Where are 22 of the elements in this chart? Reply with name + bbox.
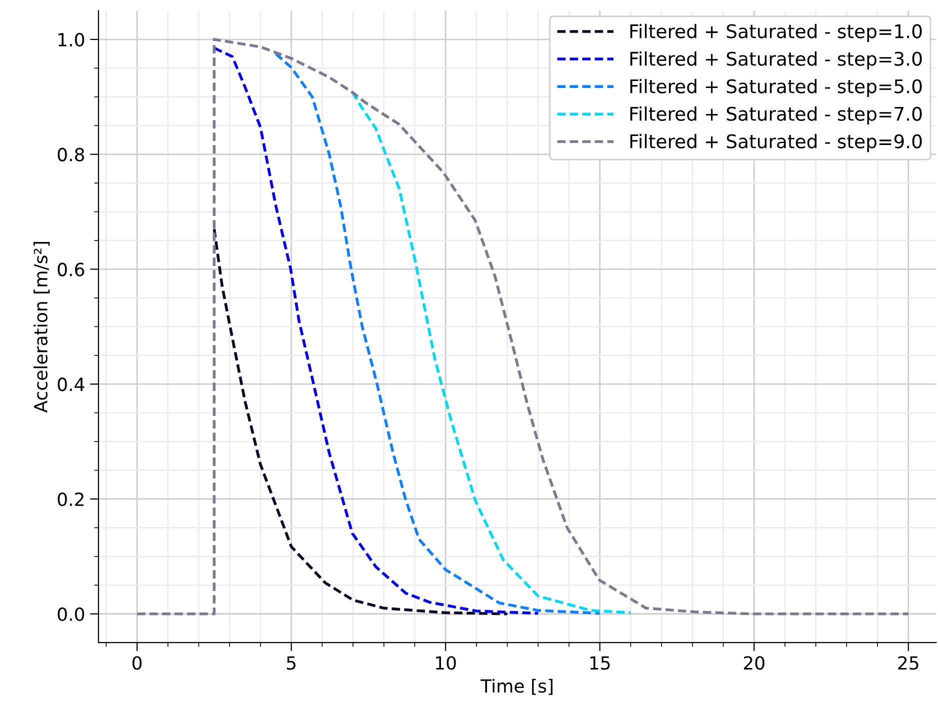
y-tick-label: 0.0 — [58, 607, 84, 621]
line-series — [274, 52, 602, 615]
line-series — [212, 46, 540, 615]
y-tick-label: 0.8 — [58, 148, 84, 162]
legend-label: Filtered + Saturated - step=7.0 — [630, 106, 922, 125]
x-tick-label: 10 — [436, 656, 456, 670]
legend-label: Filtered + Saturated - step=3.0 — [630, 51, 922, 70]
x-tick-label: 15 — [590, 656, 610, 670]
y-tick-label: 1.0 — [58, 32, 84, 47]
legend-label: Filtered + Saturated - step=9.0 — [630, 134, 922, 152]
x-tick-label: 0 — [132, 656, 142, 670]
y-axis-title: Acceleration [m/s²] — [34, 242, 50, 413]
y-tick-label: 0.2 — [58, 492, 84, 506]
legend-label: Filtered + Saturated - step=1.0 — [630, 24, 922, 42]
line-series — [212, 228, 509, 616]
y-tick-label: 0.4 — [58, 378, 84, 392]
x-tick-label: 25 — [898, 656, 918, 670]
legend-label: Filtered + Saturated - step=5.0 — [630, 78, 922, 98]
x-axis-title: Time [s] — [480, 678, 552, 695]
x-tick-label: 20 — [744, 656, 764, 670]
y-tick-label: 0.6 — [58, 262, 84, 276]
x-tick-label: 5 — [286, 656, 296, 670]
